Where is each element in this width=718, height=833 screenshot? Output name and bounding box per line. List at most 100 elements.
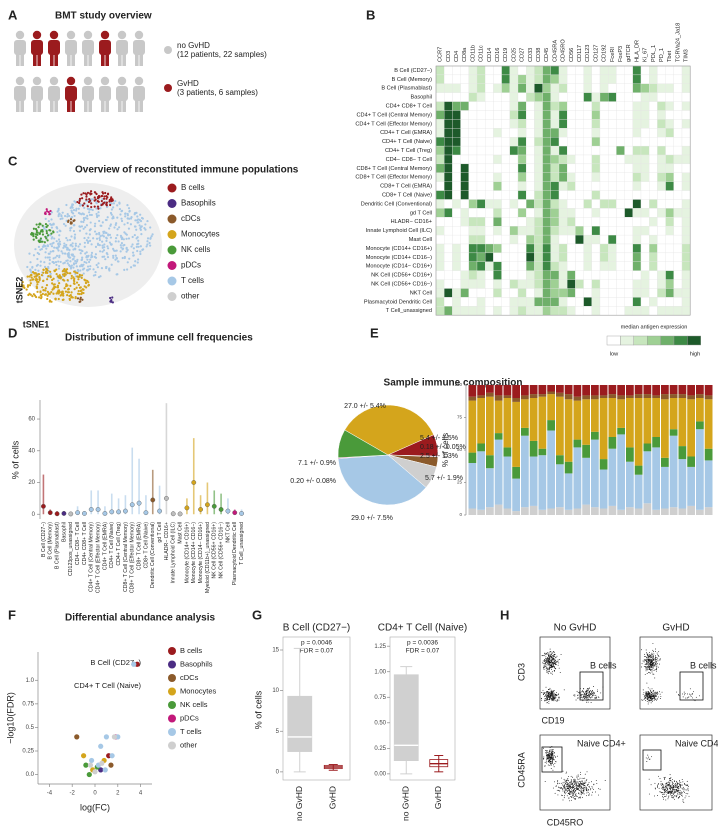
- heatmap-cell: [640, 279, 650, 289]
- flow-event: [554, 781, 556, 783]
- bar-segment: [529, 394, 538, 398]
- bar-segment: [678, 459, 687, 509]
- bar-segment: [687, 505, 695, 515]
- tsne-point: [74, 242, 77, 245]
- flow-event: [543, 659, 545, 661]
- heatmap-cell: [435, 172, 445, 182]
- heatmap-cell: [640, 252, 650, 262]
- heatmap-cell: [493, 234, 502, 245]
- flow-event: [552, 698, 554, 700]
- flow-event: [642, 693, 644, 695]
- heatmap-cell: [616, 270, 625, 280]
- plot-frame: [389, 636, 456, 781]
- heatmap-cell: [558, 83, 568, 93]
- tsne-point: [67, 214, 71, 218]
- flow-event: [571, 786, 573, 788]
- tsne-point: [149, 237, 152, 240]
- mean-dot: [184, 505, 190, 511]
- flow-event: [550, 753, 551, 755]
- heatmap-cell: [616, 65, 625, 76]
- heatmap-cell: [640, 270, 650, 280]
- tsne-point: [89, 265, 92, 268]
- flow-event: [681, 778, 683, 780]
- bar-segment: [503, 385, 512, 396]
- tsne-point: [57, 242, 60, 245]
- flow-event: [653, 653, 655, 655]
- heatmap-cell: [649, 190, 658, 200]
- flow-event: [657, 660, 659, 662]
- tsne-point: [75, 281, 79, 284]
- heatmap-cell: [624, 270, 633, 280]
- heatmap-cell: [640, 83, 650, 93]
- flow-event: [650, 658, 652, 660]
- tsne-point: [93, 205, 96, 208]
- tsne-point: [48, 262, 51, 265]
- flow-event: [653, 670, 655, 671]
- heatmap-cell: [673, 163, 683, 173]
- scatter-point: [88, 757, 95, 764]
- flow-event: [567, 775, 569, 777]
- heatmap-cell: [517, 65, 527, 76]
- tsne-point: [81, 212, 84, 215]
- flow-event: [582, 791, 584, 793]
- tsne-point: [41, 224, 44, 227]
- flow-event: [572, 790, 574, 792]
- heatmap-cell: [591, 128, 601, 138]
- tsne-point: [52, 231, 55, 234]
- tsne-point: [120, 241, 124, 245]
- heatmap-cell: [550, 65, 560, 76]
- flow-event: [562, 799, 564, 801]
- flow-event: [588, 698, 590, 700]
- flow-event: [555, 700, 557, 702]
- tsne-point: [109, 300, 112, 303]
- heatmap-cell: [550, 83, 560, 93]
- heatmap-cell: [550, 137, 560, 147]
- flow-event: [572, 794, 574, 796]
- flow-event: [542, 662, 544, 664]
- flow-event: [550, 691, 552, 693]
- tsne-point: [28, 284, 32, 287]
- tsne-point: [47, 220, 50, 223]
- tsne-point: [86, 265, 90, 268]
- flow-event: [651, 700, 653, 702]
- bar-segment: [626, 447, 634, 462]
- tsne-point: [79, 269, 82, 272]
- heatmap-cell: [534, 145, 543, 156]
- flow-event: [684, 693, 686, 695]
- x-tick-label: Monocyte (CD14+ CD16+): [184, 522, 190, 584]
- heatmap-cell: [640, 110, 650, 120]
- tsne-point: [66, 215, 69, 218]
- flow-event: [565, 789, 567, 791]
- tsne-point: [121, 256, 124, 260]
- heatmap-cell: [509, 137, 519, 147]
- flow-event: [578, 789, 580, 791]
- flow-event: [563, 786, 565, 788]
- heatmap-cell: [501, 226, 510, 236]
- tsne-point: [122, 238, 125, 241]
- tsne-point: [45, 237, 48, 240]
- flow-event: [551, 693, 553, 695]
- heatmap-cell: [591, 234, 601, 245]
- flow-event: [545, 668, 547, 670]
- flow-event: [652, 656, 654, 658]
- flow-event: [550, 696, 552, 698]
- flow-event: [590, 702, 592, 703]
- bar-segment: [477, 509, 485, 515]
- flow-event: [550, 689, 552, 691]
- flow-event: [663, 793, 665, 795]
- heatmap-cell: [550, 172, 560, 182]
- flow-event: [556, 699, 558, 701]
- heatmap-cell: [550, 208, 560, 218]
- flow-event: [592, 695, 594, 697]
- tsne-point: [110, 198, 114, 201]
- tsne-point: [63, 287, 66, 290]
- bar-segment: [564, 461, 573, 474]
- flow-event: [657, 696, 659, 698]
- panel-label: A: [8, 7, 18, 22]
- heatmap-cell: [591, 145, 601, 156]
- heatmap-cell: [599, 306, 609, 316]
- bar-segment: [521, 395, 529, 400]
- tsne-point: [26, 275, 29, 278]
- heatmap-cell: [493, 154, 502, 165]
- tsne-point: [69, 244, 72, 247]
